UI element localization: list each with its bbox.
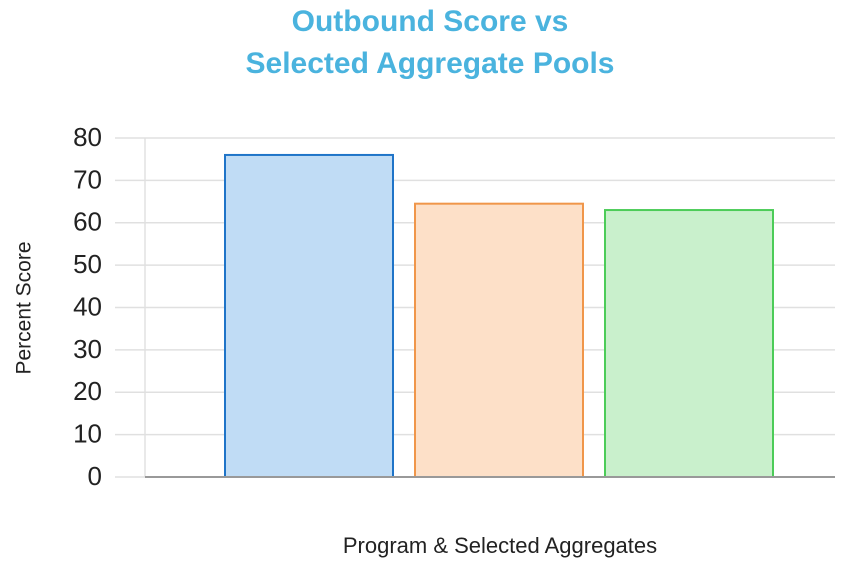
- y-tick-label: 0: [88, 461, 102, 491]
- y-tick-label: 10: [73, 419, 102, 449]
- y-axis-label: Percent Score: [13, 241, 36, 374]
- x-axis-label: Program & Selected Aggregates: [343, 533, 657, 558]
- bar: [224, 153, 394, 478]
- y-tick-label: 30: [73, 334, 102, 364]
- y-tick-label: 70: [73, 164, 102, 194]
- chart-title: Selected Aggregate Pools: [246, 47, 615, 80]
- y-tick-label: 40: [73, 291, 102, 321]
- chart-title: Outbound Score vs: [292, 5, 569, 38]
- y-tick-label: 60: [73, 207, 102, 237]
- y-tick-label: 50: [73, 249, 102, 279]
- bar: [604, 209, 774, 478]
- bar: [414, 202, 584, 478]
- y-tick-label: 20: [73, 376, 102, 406]
- y-tick-label: 80: [73, 122, 102, 152]
